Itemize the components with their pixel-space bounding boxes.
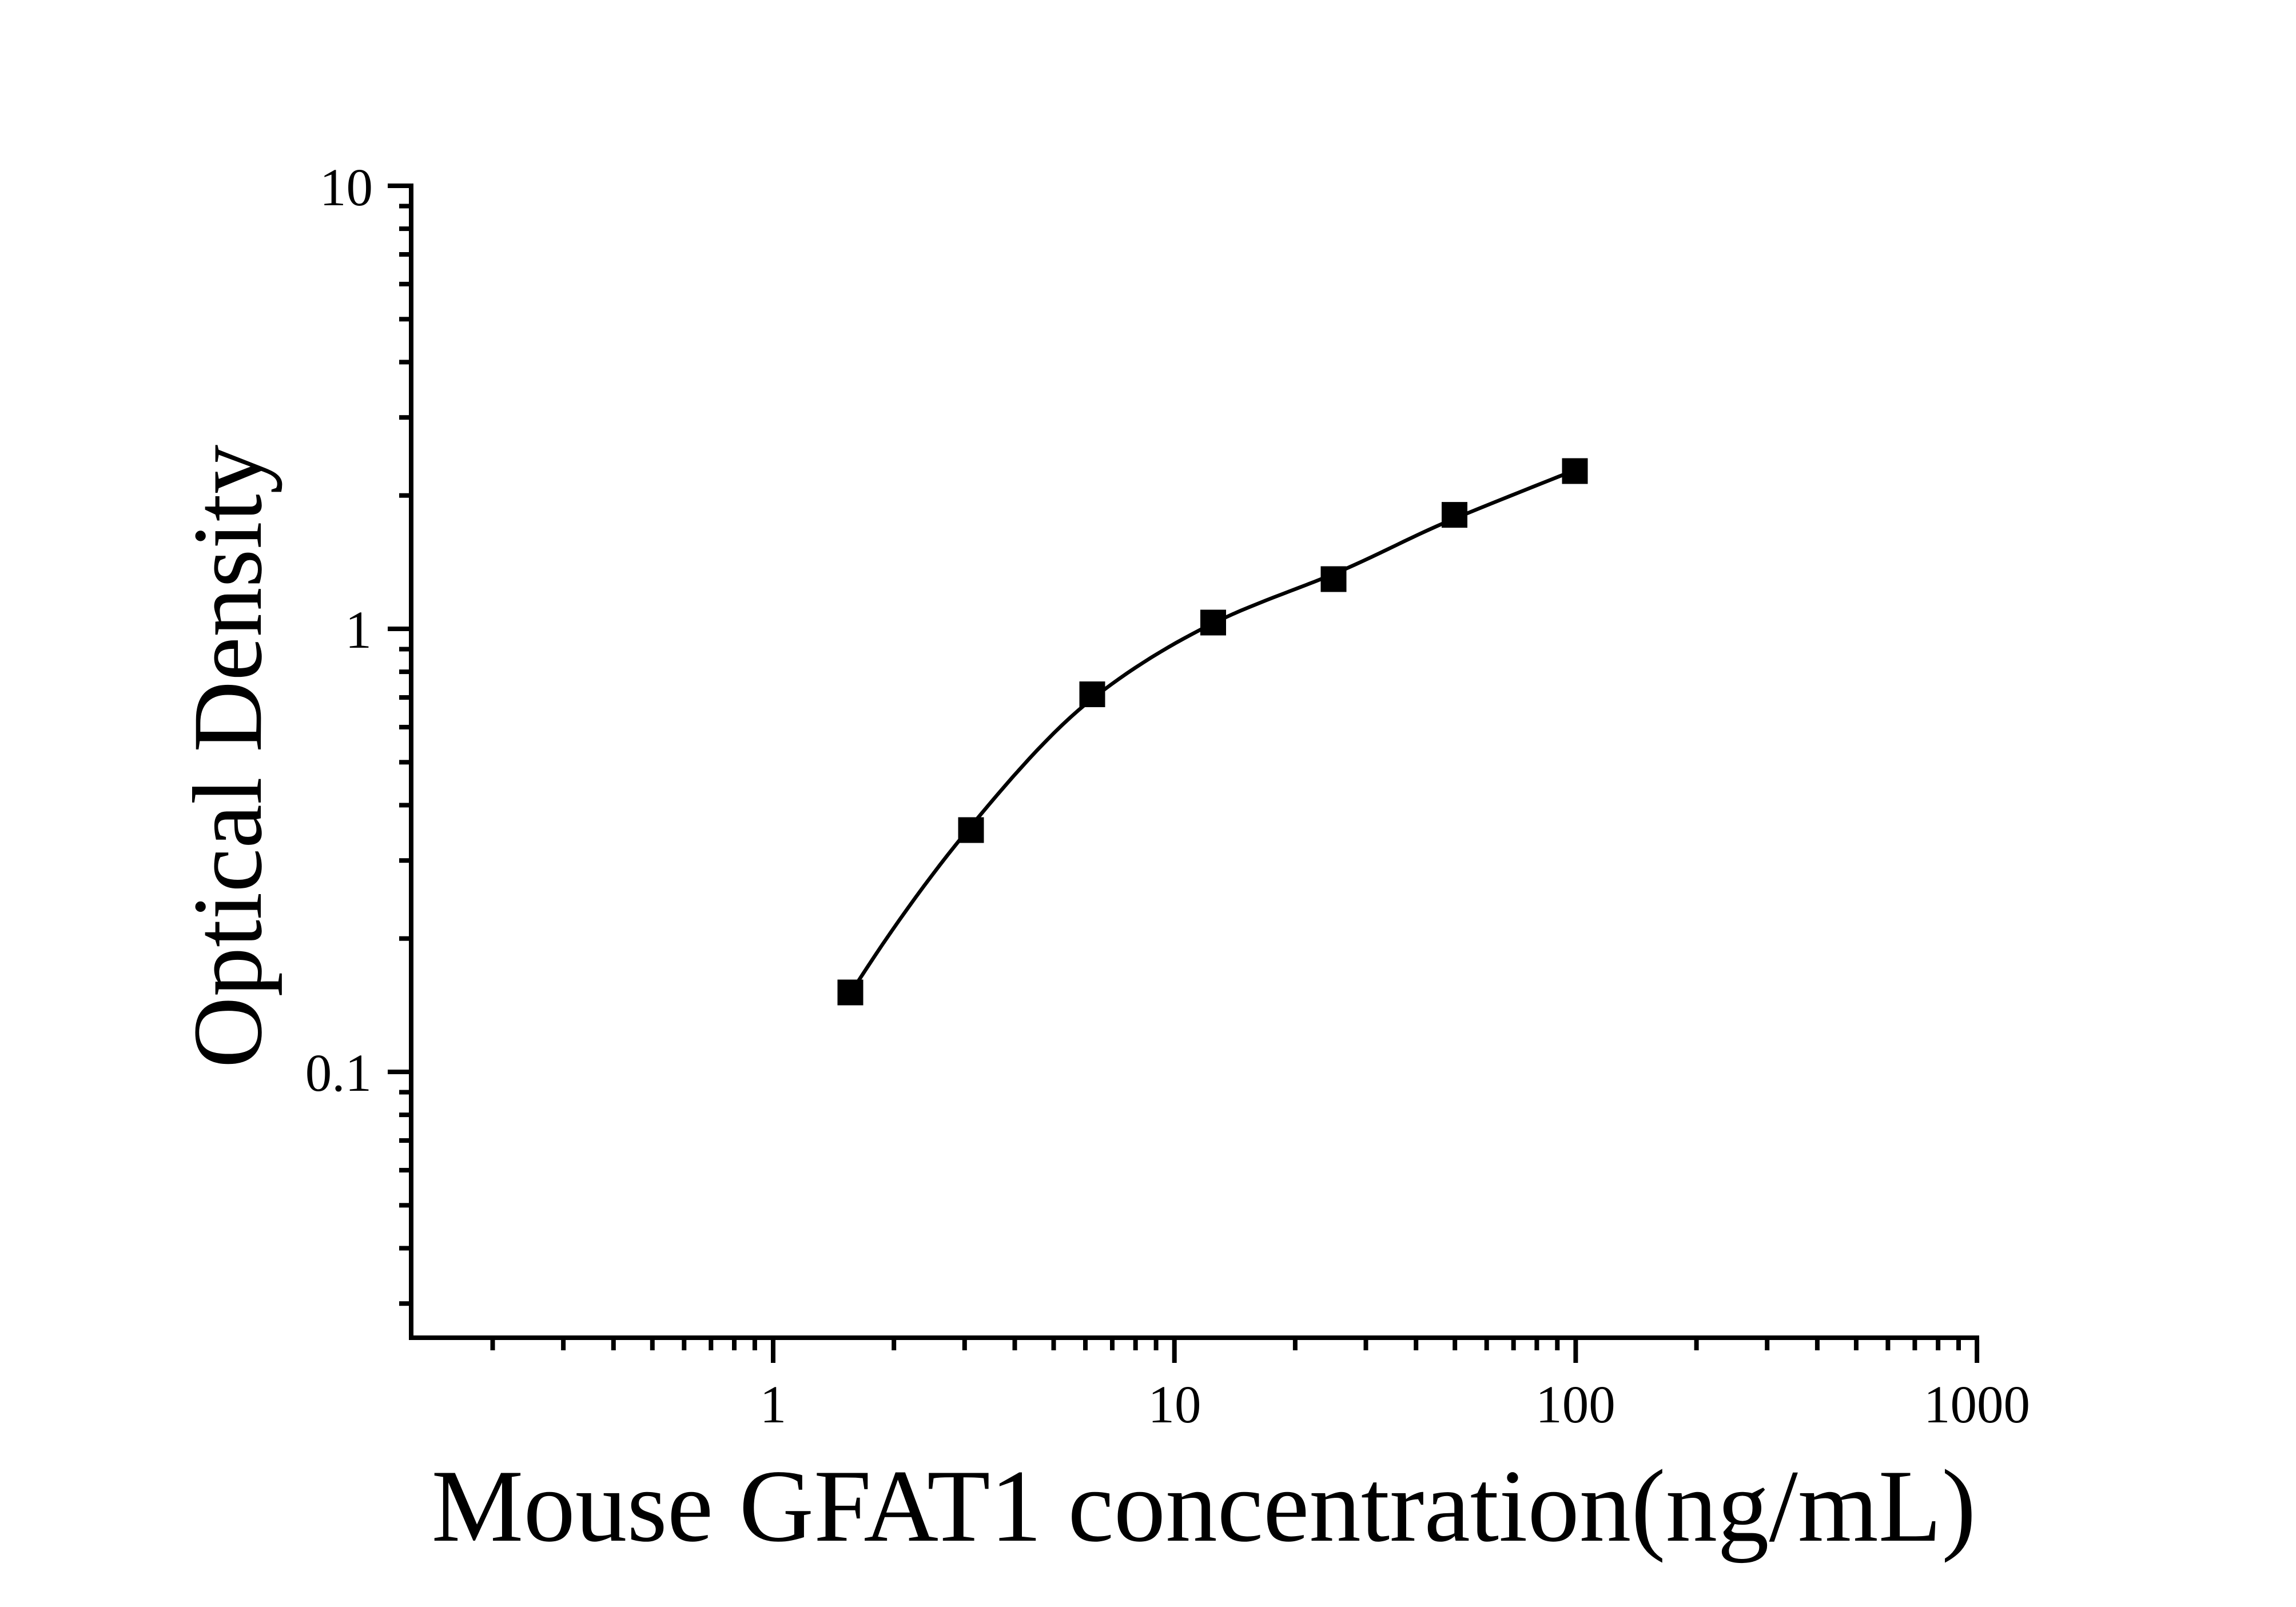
svg-text:1: 1 [760, 1375, 787, 1434]
svg-text:100: 100 [1535, 1375, 1615, 1434]
svg-text:10: 10 [320, 158, 373, 217]
svg-text:1000: 1000 [1924, 1375, 2030, 1434]
svg-text:0.1: 0.1 [305, 1044, 372, 1103]
svg-text:10: 10 [1148, 1375, 1201, 1434]
svg-text:Optical Density: Optical Density [173, 445, 282, 1068]
svg-text:Mouse GFAT1 concentration(ng/m: Mouse GFAT1 concentration(ng/mL) [431, 1449, 1976, 1564]
svg-text:1: 1 [345, 601, 372, 660]
